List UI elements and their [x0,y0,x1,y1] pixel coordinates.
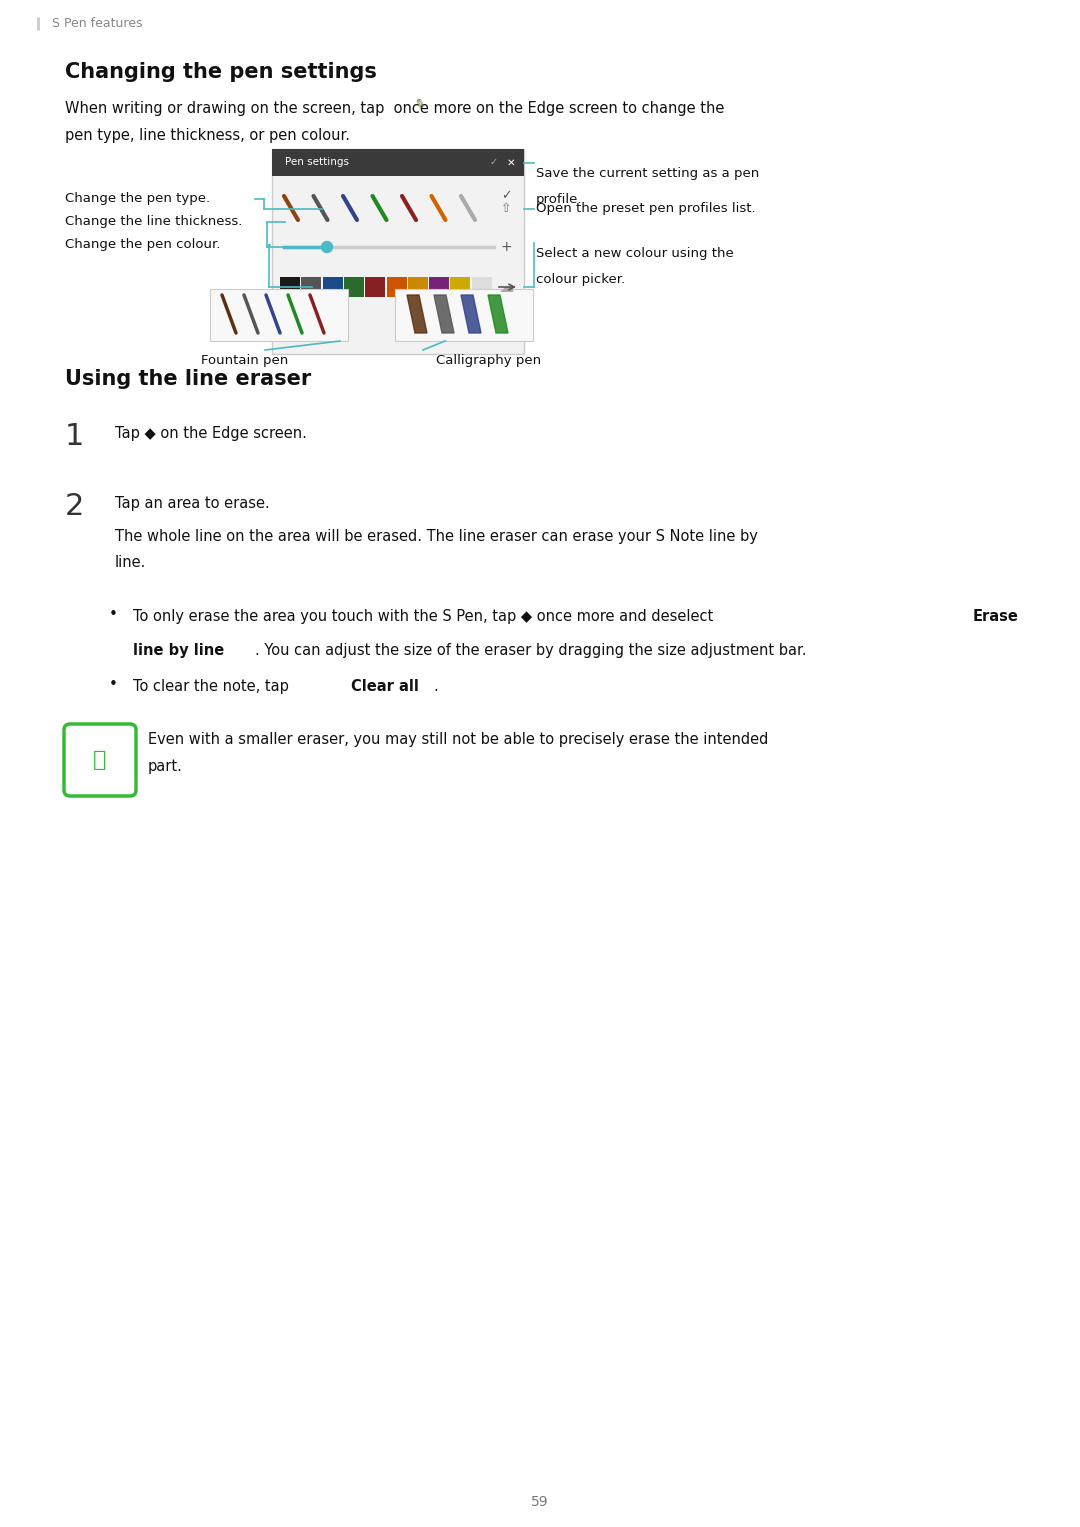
Text: 2: 2 [65,492,84,521]
Bar [408,276,428,296]
Text: Select a new colour using the: Select a new colour using the [536,247,733,260]
Text: Using the line eraser: Using the line eraser [65,370,311,389]
Text: Open the preset pen profiles list.: Open the preset pen profiles list. [536,203,756,215]
Text: When writing or drawing on the screen, tap  once more on the Edge screen to chan: When writing or drawing on the screen, t… [65,101,725,116]
Text: To only erase the area you touch with the S Pen, tap ◆ once more and deselect: To only erase the area you touch with th… [133,609,718,625]
Text: ✎: ✎ [414,98,427,113]
Bar [472,276,491,296]
Circle shape [322,241,333,252]
Bar [343,276,364,296]
Polygon shape [461,295,481,333]
Text: line.: line. [114,554,147,570]
Text: The whole line on the area will be erased. The line eraser can erase your S Note: The whole line on the area will be erase… [114,528,758,544]
Text: Pen settings: Pen settings [285,157,349,168]
Text: Tap ◆ on the Edge screen.: Tap ◆ on the Edge screen. [114,426,307,441]
Text: 🔔: 🔔 [93,750,107,770]
Text: . You can adjust the size of the eraser by dragging the size adjustment bar.: . You can adjust the size of the eraser … [255,643,807,658]
Bar [365,276,386,296]
Text: Change the pen type.: Change the pen type. [65,192,211,206]
Text: pen type, line thickness, or pen colour.: pen type, line thickness, or pen colour. [65,128,350,144]
Bar [323,276,342,296]
Bar [387,276,406,296]
Text: Erase: Erase [973,609,1018,625]
Polygon shape [488,295,508,333]
FancyBboxPatch shape [64,724,136,796]
FancyBboxPatch shape [272,150,524,354]
Bar [429,276,449,296]
Text: ✓: ✓ [501,189,511,203]
Text: line by line: line by line [133,643,225,658]
Text: profile.: profile. [536,192,582,206]
Text: Change the pen colour.: Change the pen colour. [65,238,220,252]
Text: ✕: ✕ [507,157,515,168]
Polygon shape [434,295,454,333]
FancyBboxPatch shape [395,289,534,341]
Text: .: . [433,680,437,693]
Bar [301,276,322,296]
Text: Save the current setting as a pen: Save the current setting as a pen [536,166,759,180]
Bar [272,150,524,176]
Text: To clear the note, tap: To clear the note, tap [133,680,294,693]
Text: Changing the pen settings: Changing the pen settings [65,63,377,82]
Bar [450,276,471,296]
FancyBboxPatch shape [210,289,348,341]
Text: part.: part. [148,759,183,774]
Text: S Pen features: S Pen features [52,17,143,31]
Text: +: + [500,240,512,253]
Polygon shape [407,295,427,333]
Text: •: • [109,676,118,692]
Text: Fountain pen: Fountain pen [201,354,288,366]
Text: Change the line thickness.: Change the line thickness. [65,215,242,229]
Text: 1: 1 [65,421,84,450]
Text: Calligraphy pen: Calligraphy pen [436,354,541,366]
Text: ✓: ✓ [490,157,498,168]
Text: •: • [109,608,118,621]
Text: ☁: ☁ [498,279,514,295]
Bar [280,276,300,296]
Text: Even with a smaller eraser, you may still not be able to precisely erase the int: Even with a smaller eraser, you may stil… [148,731,768,747]
Text: colour picker.: colour picker. [536,273,625,286]
Text: 59: 59 [531,1495,549,1509]
Text: ⇧: ⇧ [501,203,511,215]
Text: Clear all: Clear all [351,680,419,693]
Text: Tap an area to erase.: Tap an area to erase. [114,496,270,512]
